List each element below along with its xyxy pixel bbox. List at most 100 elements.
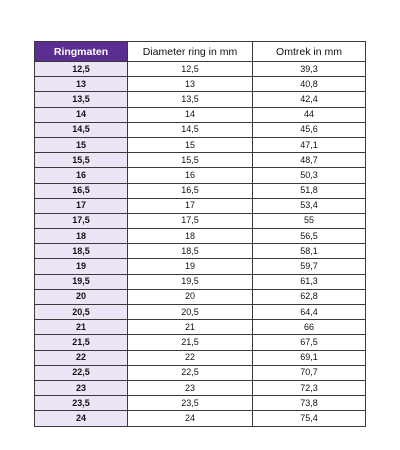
- circumference-cell: 75,4: [252, 410, 366, 427]
- diameter-cell: 16: [127, 167, 253, 184]
- header-diameter: Diameter ring in mm: [127, 41, 253, 62]
- diameter-cell: 21: [127, 319, 253, 336]
- diameter-cell: 20: [127, 288, 253, 306]
- table-row: 14 14 44: [34, 106, 366, 123]
- table-row: 18 18 56,5: [34, 228, 366, 245]
- diameter-cell: 23,5: [127, 395, 253, 412]
- header-ring-size: Ringmaten: [34, 41, 128, 62]
- circumference-cell: 56,5: [252, 228, 366, 245]
- table-row: 23 23 72,3: [34, 379, 366, 397]
- diameter-cell: 18,5: [127, 243, 253, 260]
- table-row: 15 15 47,1: [34, 136, 366, 154]
- table-row: 20,5 20,5 64,4: [34, 303, 366, 321]
- diameter-cell: 14,5: [127, 121, 253, 138]
- circumference-cell: 62,8: [252, 288, 366, 306]
- header-row: Ringmaten Diameter ring in mm Omtrek in …: [34, 41, 366, 62]
- table-row: 12,5 12,5 39,3: [34, 60, 366, 78]
- circumference-cell: 50,3: [252, 167, 366, 184]
- diameter-cell: 24: [127, 410, 253, 427]
- diameter-cell: 22: [127, 349, 253, 366]
- table-row: 13,5 13,5 42,4: [34, 91, 366, 108]
- circumference-cell: 69,1: [252, 349, 366, 366]
- ring-size-cell: 18,5: [34, 243, 128, 260]
- diameter-cell: 15,5: [127, 152, 253, 169]
- diameter-cell: 19: [127, 258, 253, 275]
- ring-size-cell: 20,5: [34, 303, 128, 321]
- table-row: 13 13 40,8: [34, 76, 366, 93]
- table-row: 19 19 59,7: [34, 258, 366, 275]
- header-circumference: Omtrek in mm: [252, 41, 366, 62]
- diameter-cell: 17,5: [127, 212, 253, 230]
- ring-size-cell: 13: [34, 76, 128, 93]
- ring-size-cell: 21: [34, 319, 128, 336]
- circumference-cell: 40,8: [252, 76, 366, 93]
- diameter-cell: 12,5: [127, 60, 253, 78]
- table-row: 16 16 50,3: [34, 167, 366, 184]
- circumference-cell: 39,3: [252, 60, 366, 78]
- ring-size-cell: 24: [34, 410, 128, 427]
- ring-size-cell: 17: [34, 197, 128, 214]
- table-row: 17 17 53,4: [34, 197, 366, 214]
- ring-size-cell: 12,5: [34, 60, 128, 78]
- table-row: 21 21 66: [34, 319, 366, 336]
- diameter-cell: 18: [127, 228, 253, 245]
- circumference-cell: 66: [252, 319, 366, 336]
- circumference-cell: 53,4: [252, 197, 366, 214]
- table-row: 21,5 21,5 67,5: [34, 334, 366, 351]
- table-row: 18,5 18,5 58,1: [34, 243, 366, 260]
- diameter-cell: 13,5: [127, 91, 253, 108]
- ring-size-cell: 18: [34, 228, 128, 245]
- ring-size-cell: 19: [34, 258, 128, 275]
- table-header: Ringmaten Diameter ring in mm Omtrek in …: [34, 41, 366, 62]
- circumference-cell: 51,8: [252, 182, 366, 199]
- diameter-cell: 17: [127, 197, 253, 214]
- table-row: 24 24 75,4: [34, 410, 366, 427]
- circumference-cell: 58,1: [252, 243, 366, 260]
- ring-size-cell: 20: [34, 288, 128, 306]
- circumference-cell: 55: [252, 212, 366, 230]
- ring-size-cell: 14,5: [34, 121, 128, 138]
- ring-size-cell: 15,5: [34, 152, 128, 169]
- circumference-cell: 67,5: [252, 334, 366, 351]
- circumference-cell: 70,7: [252, 364, 366, 381]
- diameter-cell: 14: [127, 106, 253, 123]
- ring-size-cell: 19,5: [34, 273, 128, 290]
- ring-size-cell: 22: [34, 349, 128, 366]
- ring-size-cell: 16: [34, 167, 128, 184]
- diameter-cell: 20,5: [127, 303, 253, 321]
- ring-size-table: Ringmaten Diameter ring in mm Omtrek in …: [34, 41, 366, 427]
- diameter-cell: 21,5: [127, 334, 253, 351]
- circumference-cell: 61,3: [252, 273, 366, 290]
- table-row: 19,5 19,5 61,3: [34, 273, 366, 290]
- circumference-cell: 45,6: [252, 121, 366, 138]
- ring-size-cell: 23,5: [34, 395, 128, 412]
- circumference-cell: 42,4: [252, 91, 366, 108]
- circumference-cell: 59,7: [252, 258, 366, 275]
- circumference-cell: 64,4: [252, 303, 366, 321]
- diameter-cell: 23: [127, 379, 253, 397]
- ring-size-cell: 21,5: [34, 334, 128, 351]
- table-row: 17,5 17,5 55: [34, 212, 366, 230]
- diameter-cell: 13: [127, 76, 253, 93]
- table-row: 22,5 22,5 70,7: [34, 364, 366, 381]
- ring-size-cell: 23: [34, 379, 128, 397]
- table-row: 14,5 14,5 45,6: [34, 121, 366, 138]
- ring-size-cell: 16,5: [34, 182, 128, 199]
- ring-size-cell: 15: [34, 136, 128, 154]
- circumference-cell: 73,8: [252, 395, 366, 412]
- circumference-cell: 48,7: [252, 152, 366, 169]
- circumference-cell: 44: [252, 106, 366, 123]
- table-body: 12,5 12,5 39,3 13 13 40,8 13,5 13,5 42,4 14 14 44 14…: [34, 60, 366, 427]
- table-row: 22 22 69,1: [34, 349, 366, 366]
- diameter-cell: 22,5: [127, 364, 253, 381]
- ring-size-cell: 22,5: [34, 364, 128, 381]
- circumference-cell: 72,3: [252, 379, 366, 397]
- diameter-cell: 19,5: [127, 273, 253, 290]
- table-row: 20 20 62,8: [34, 288, 366, 306]
- table-row: 16,5 16,5 51,8: [34, 182, 366, 199]
- diameter-cell: 15: [127, 136, 253, 154]
- table-row: 15,5 15,5 48,7: [34, 152, 366, 169]
- circumference-cell: 47,1: [252, 136, 366, 154]
- ring-size-cell: 14: [34, 106, 128, 123]
- diameter-cell: 16,5: [127, 182, 253, 199]
